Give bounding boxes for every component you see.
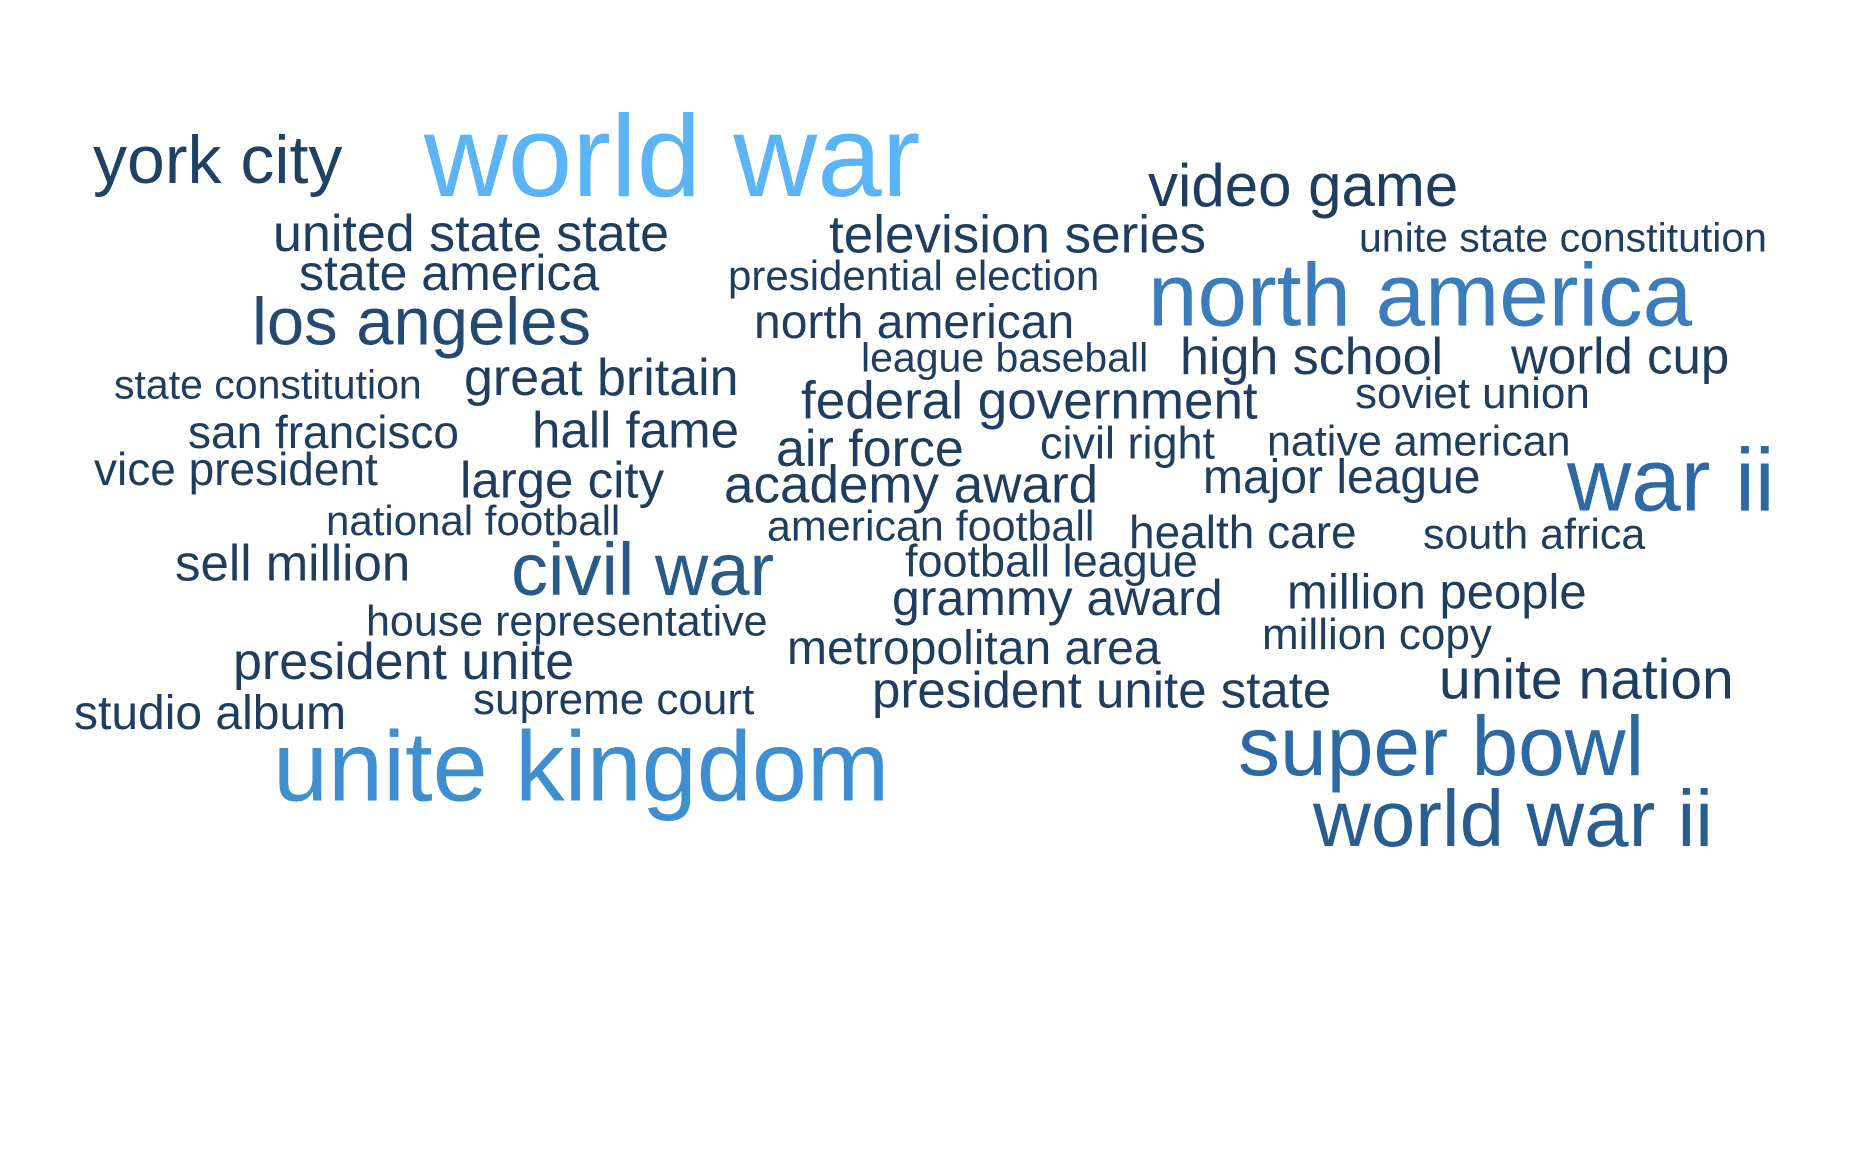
word-large-city: large city (460, 451, 665, 509)
word-world-cup: world cup (1511, 327, 1730, 385)
word-american-football: american football (767, 502, 1095, 551)
word-president-unite: president unite (233, 633, 575, 691)
word-academy-award: academy award (724, 455, 1099, 515)
word-state-america: state america (299, 245, 600, 301)
word-san-francisco: san francisco (188, 406, 460, 458)
word-presidential-election: presidential election (728, 252, 1100, 299)
word-hall-fame: hall fame (532, 401, 739, 459)
word-world-war: world war (424, 91, 921, 221)
word-supreme-court: supreme court (473, 675, 755, 724)
word-grammy-award: grammy award (892, 570, 1223, 626)
word-super-bowl: super bowl (1238, 699, 1645, 793)
word-studio-album: studio album (74, 687, 347, 740)
word-high-school: high school (1180, 328, 1444, 386)
word-state-constitution: state constitution (114, 361, 422, 408)
word-native-american: native american (1267, 417, 1571, 466)
word-north-american: north american (754, 296, 1075, 349)
word-civil-right: civil right (1040, 417, 1216, 469)
word-south-africa: south africa (1423, 510, 1646, 559)
word-unite-nation: unite nation (1439, 647, 1734, 712)
word-world-war-ii: world war ii (1313, 774, 1714, 863)
word-soviet-union: soviet union (1355, 369, 1590, 418)
word-football-league: football league (905, 535, 1198, 587)
word-unite-state-constitution: unite state constitution (1359, 214, 1767, 261)
word-vice-president: vice president (94, 443, 378, 495)
word-health-care: health care (1129, 506, 1357, 558)
word-federal-government: federal government (801, 371, 1258, 431)
word-video-game: video game (1148, 152, 1459, 219)
word-york-city: york city (93, 122, 343, 198)
word-unite-kingdom: unite kingdom (273, 710, 890, 822)
word-metropolitan-area: metropolitan area (787, 622, 1161, 675)
word-league-baseball: league baseball (861, 334, 1149, 381)
word-million-people: million people (1287, 565, 1587, 620)
word-united-state-state: united state state (273, 205, 670, 263)
word-house-representative: house representative (366, 597, 768, 646)
word-north-america: north america (1148, 244, 1693, 345)
word-president-unite-state: president unite state (872, 661, 1332, 719)
word-war-ii: war ii (1567, 429, 1775, 530)
word-million-copy: million copy (1262, 610, 1492, 659)
word-major-league: major league (1203, 451, 1481, 504)
word-great-britain: great britain (464, 349, 739, 407)
word-civil-war: civil war (511, 528, 775, 611)
word-national-football: national football (326, 497, 621, 544)
word-sell-million: sell million (175, 534, 411, 592)
word-los-angeles: los angeles (252, 284, 591, 360)
word-television-series: television series (829, 205, 1207, 265)
word-air-force: air force (776, 420, 964, 478)
